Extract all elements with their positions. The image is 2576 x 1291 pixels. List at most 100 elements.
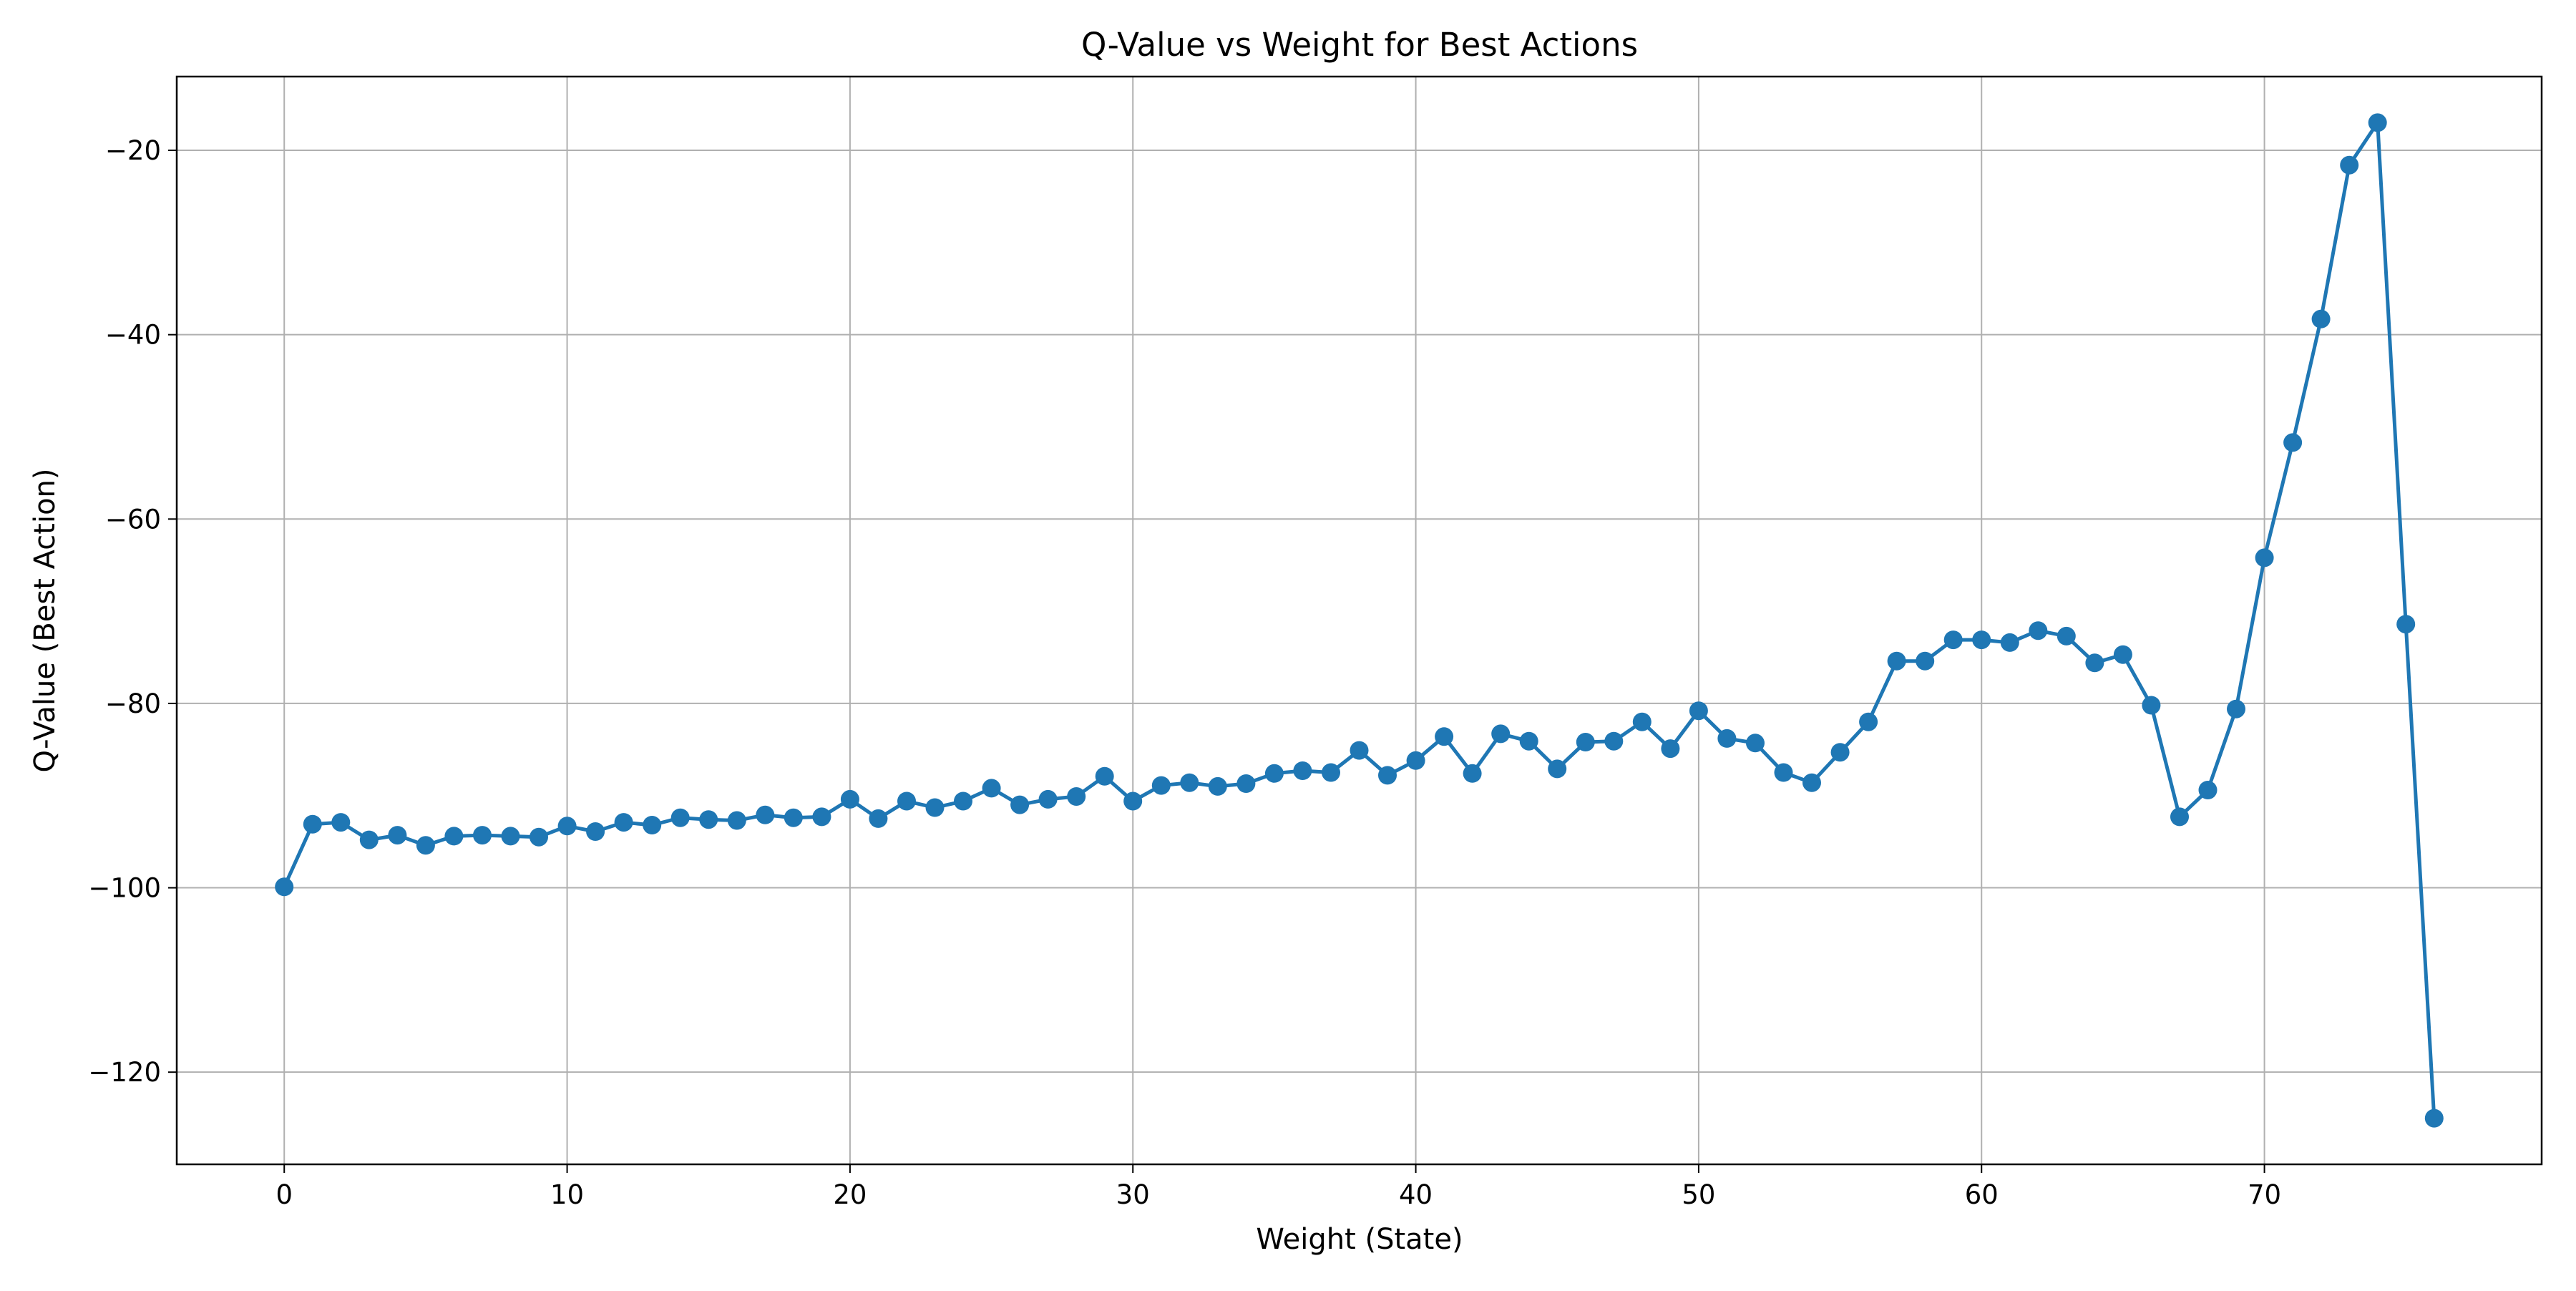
- y-tick-label: −100: [88, 873, 161, 904]
- y-tick-label: −120: [88, 1057, 161, 1088]
- y-axis-ticks: −120 −100 −80 −60 −40 −20: [88, 135, 177, 1088]
- data-point: [2340, 155, 2359, 175]
- chart-title: Q-Value vs Weight for Best Actions: [1081, 26, 1638, 64]
- y-tick-label: −20: [105, 135, 161, 166]
- data-point: [416, 836, 435, 855]
- x-tick-label: 40: [1399, 1179, 1433, 1210]
- data-point: [869, 809, 888, 828]
- data-point: [1802, 773, 1821, 792]
- data-point: [727, 811, 746, 830]
- data-point: [925, 798, 945, 817]
- data-point: [840, 789, 859, 809]
- y-axis-label: Q-Value (Best Action): [29, 468, 62, 772]
- data-point: [954, 791, 972, 811]
- data-point: [1774, 763, 1793, 782]
- x-tick-label: 70: [2248, 1179, 2281, 1210]
- data-point: [982, 779, 1001, 798]
- data-point: [2057, 626, 2076, 646]
- data-point: [2368, 113, 2387, 132]
- data-point: [1322, 763, 1340, 782]
- data-point: [1463, 764, 1482, 783]
- data-point: [1350, 741, 1369, 760]
- plot-frame: [175, 75, 2543, 1166]
- data-point: [2000, 633, 2019, 652]
- y-tick-label: −80: [105, 688, 161, 719]
- grid: [177, 77, 2542, 1164]
- data-point: [1661, 739, 1680, 759]
- data-point: [1491, 724, 1511, 744]
- data-point: [699, 810, 718, 829]
- data-point: [670, 808, 690, 827]
- data-point: [1916, 651, 1935, 671]
- data-point: [1067, 787, 1086, 806]
- data-point: [530, 827, 548, 847]
- data-point: [1830, 743, 1850, 762]
- data-point: [897, 791, 916, 811]
- data-point: [2198, 781, 2218, 799]
- data-point: [1264, 764, 1284, 783]
- x-tick-label: 60: [1965, 1179, 1999, 1210]
- data-point: [614, 813, 633, 832]
- data-point: [501, 827, 520, 846]
- data-point: [1548, 759, 1567, 779]
- data-point: [275, 877, 294, 897]
- data-point: [586, 822, 605, 841]
- data-point: [388, 826, 407, 845]
- data-point: [303, 814, 322, 834]
- data-point: [2227, 699, 2245, 718]
- data-point: [643, 816, 662, 834]
- data-point: [812, 807, 831, 827]
- y-tick-label: −40: [105, 320, 161, 351]
- data-point: [2113, 645, 2132, 664]
- data-point: [1236, 774, 1256, 793]
- data-point: [331, 813, 351, 832]
- data-point: [1746, 734, 1765, 753]
- data-point: [2283, 433, 2303, 452]
- data-point: [1717, 729, 1737, 748]
- data-point: [1859, 712, 1878, 731]
- data-point: [1010, 795, 1030, 814]
- data-point: [2029, 621, 2048, 640]
- data-point: [2170, 807, 2189, 827]
- data-point: [444, 827, 464, 846]
- x-tick-label: 50: [1682, 1179, 1715, 1210]
- data-point: [1943, 630, 1963, 650]
- data-point: [1887, 651, 1906, 671]
- x-tick-label: 10: [550, 1179, 584, 1210]
- data-point: [473, 826, 492, 845]
- x-tick-label: 20: [833, 1179, 867, 1210]
- data-point: [1293, 761, 1312, 780]
- x-tick-label: 30: [1116, 1179, 1150, 1210]
- y-tick-label: −60: [105, 504, 161, 535]
- x-tick-label: 0: [275, 1179, 293, 1210]
- data-point: [359, 830, 379, 849]
- data-point: [1576, 733, 1595, 751]
- data-point: [1435, 727, 1454, 746]
- data-point: [1151, 776, 1171, 795]
- data-point: [1038, 789, 1058, 809]
- data-point: [2085, 653, 2104, 673]
- data-point: [557, 817, 577, 836]
- data-point: [1208, 776, 1227, 796]
- data-point: [2424, 1109, 2444, 1128]
- data-point: [1123, 791, 1143, 811]
- data-point: [2255, 548, 2274, 567]
- data-point: [1604, 731, 1624, 751]
- data-point: [1519, 731, 1538, 751]
- data-point: [1180, 773, 1199, 792]
- x-axis-label: Weight (State): [1256, 1223, 1463, 1256]
- data-point: [2396, 615, 2416, 634]
- data-point: [1972, 630, 1991, 650]
- data-point: [1632, 712, 1652, 731]
- data-point: [1689, 701, 1708, 721]
- data-point: [2142, 696, 2161, 715]
- data-point: [756, 805, 775, 824]
- series-markers: [275, 113, 2444, 1128]
- data-point: [784, 808, 803, 827]
- data-point: [1406, 751, 1425, 770]
- data-point: [1378, 766, 1397, 785]
- x-axis-ticks: 0 10 20 30 40 50 60 70: [275, 1164, 2281, 1210]
